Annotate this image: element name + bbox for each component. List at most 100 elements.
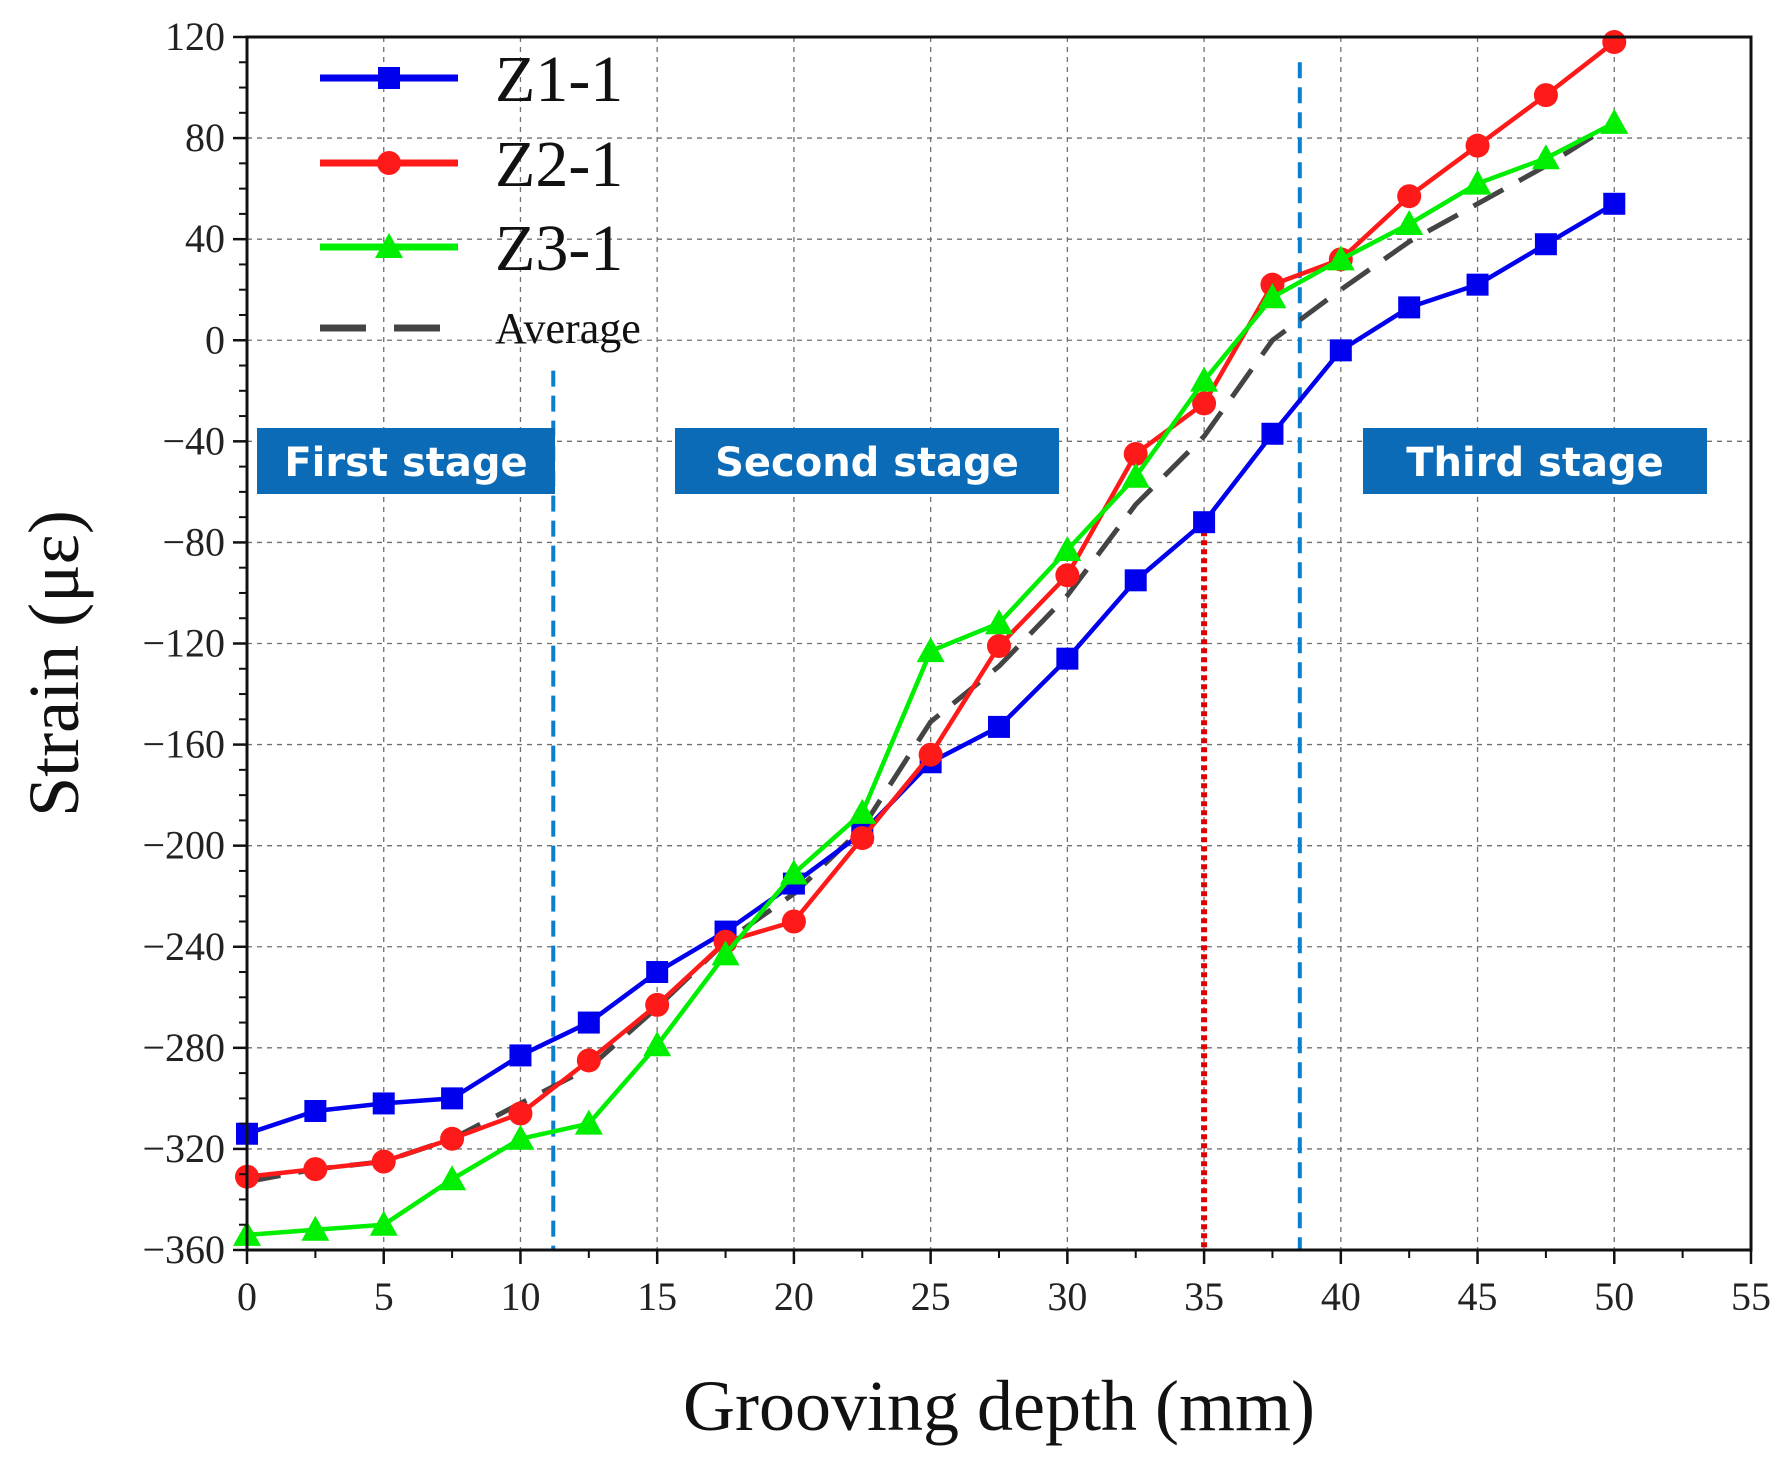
data-point: [985, 609, 1013, 635]
data-point: [303, 1157, 328, 1182]
data-point: [1397, 184, 1422, 209]
data-point: [1463, 169, 1492, 195]
data-point: [781, 909, 806, 934]
data-point: [301, 1215, 330, 1241]
data-point: [1395, 210, 1424, 236]
data-point: [988, 715, 1010, 738]
stage-label-2: Second stage: [715, 440, 1019, 486]
data-point: [850, 826, 875, 851]
x-tick-label: 30: [1047, 1274, 1087, 1319]
legend-label: Z2-1: [495, 128, 623, 201]
data-point: [369, 1210, 398, 1236]
legend-item-average: Average: [320, 304, 641, 353]
series-z3-1: [233, 108, 1629, 1246]
data-point: [1466, 273, 1489, 296]
legend-item-z2-1: Z2-1: [320, 128, 623, 201]
legend-swatch-marker: [377, 151, 401, 175]
stage-labels: First stage Second stage Third stage: [257, 428, 1707, 494]
data-point: [916, 637, 945, 663]
data-point: [1123, 441, 1148, 466]
stage-label-box-3: [1363, 428, 1707, 494]
data-point: [643, 1031, 672, 1057]
x-tick-label: 45: [1458, 1274, 1498, 1319]
y-tick-label: −160: [142, 722, 225, 767]
series-line-average: [246, 120, 1616, 1185]
x-tick-label: 50: [1594, 1274, 1634, 1319]
x-tick-label: 40: [1321, 1274, 1361, 1319]
legend-item-z3-1: Z3-1: [320, 212, 623, 285]
data-point: [440, 1126, 465, 1151]
data-point: [1258, 283, 1287, 309]
data-point: [1190, 366, 1219, 392]
stage-label-3: Third stage: [1406, 440, 1663, 486]
x-tick-label: 10: [500, 1274, 540, 1319]
data-point: [1121, 462, 1150, 488]
y-tick-label: 80: [185, 115, 225, 160]
data-point: [1193, 511, 1216, 534]
x-tick-label: 35: [1184, 1274, 1224, 1319]
y-axis-title: Strain (με): [14, 510, 94, 817]
legend-label: Z3-1: [495, 212, 623, 285]
stage-divider-lines: [551, 62, 1302, 1250]
x-axis-title: Grooving depth (mm): [683, 1366, 1315, 1446]
y-tick-label: −120: [142, 621, 225, 666]
data-point: [1533, 83, 1558, 108]
data-point: [1055, 563, 1080, 588]
data-point: [1603, 192, 1626, 215]
stage-label-1: First stage: [284, 440, 527, 486]
data-point: [1053, 535, 1082, 561]
legend: Z1-1 Z2-1 Z3-1 Average: [320, 43, 641, 353]
x-tick-label: 25: [911, 1274, 951, 1319]
y-tick-label: −200: [142, 823, 225, 868]
data-point: [711, 940, 740, 966]
x-tick-label: 15: [637, 1274, 677, 1319]
data-point: [987, 634, 1011, 659]
y-tick-label: 120: [165, 14, 225, 59]
data-point: [1326, 245, 1355, 271]
legend-swatch-marker: [378, 67, 400, 89]
data-point: [577, 1011, 600, 1034]
y-tick-label: −40: [162, 418, 225, 463]
data-point: [1531, 144, 1560, 170]
y-tick-label: −240: [142, 924, 225, 969]
legend-swatch-marker: [375, 233, 403, 258]
data-point: [646, 961, 669, 984]
y-tick-label: 40: [185, 216, 225, 261]
x-tick-label: 20: [774, 1274, 814, 1319]
legend-item-z1-1: Z1-1: [320, 43, 623, 116]
data-point: [576, 1048, 601, 1073]
stage-label-box-1: [257, 428, 555, 494]
data-point: [1261, 422, 1284, 445]
x-tick-label: 55: [1731, 1274, 1771, 1319]
data-point: [509, 1044, 532, 1067]
legend-label: Z1-1: [495, 43, 623, 116]
data-point: [848, 798, 877, 824]
y-axis: −360 −320 −280 −240 −200 −160 −120 −80 −40 0 40 80 1…: [142, 14, 247, 1272]
y-tick-label: 0: [205, 317, 225, 362]
data-point: [508, 1101, 533, 1126]
data-point: [506, 1124, 535, 1150]
data-point: [372, 1092, 395, 1115]
y-tick-label: −360: [142, 1227, 225, 1272]
x-tick-label: 5: [374, 1274, 394, 1319]
data-point: [1192, 391, 1217, 416]
data-point: [1056, 647, 1079, 670]
data-point: [574, 1109, 603, 1135]
data-point: [1398, 296, 1421, 319]
y-tick-label: −320: [142, 1126, 225, 1171]
data-point: [371, 1149, 396, 1174]
series-average: [246, 120, 1616, 1185]
data-point: [1124, 569, 1147, 592]
data-point: [438, 1165, 467, 1191]
data-point: [1600, 108, 1629, 134]
data-point: [1329, 339, 1352, 362]
data-point: [1534, 233, 1557, 256]
data-point: [779, 859, 808, 885]
stage-label-box-2: [675, 428, 1059, 494]
y-tick-label: −80: [162, 519, 225, 564]
data-point: [645, 992, 670, 1017]
x-tick-label: 0: [237, 1274, 257, 1319]
data-point: [441, 1087, 464, 1110]
data-point: [304, 1100, 327, 1123]
